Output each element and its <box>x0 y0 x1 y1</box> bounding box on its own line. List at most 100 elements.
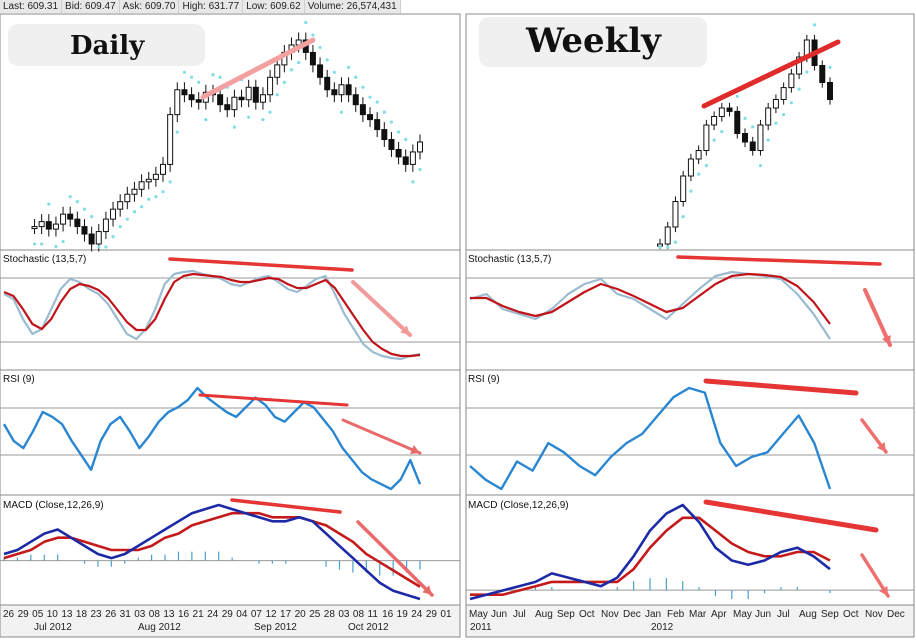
daily-sar-dot <box>161 190 165 194</box>
weekly-x-tick-label: Jul <box>513 609 526 620</box>
weekly-sar-dot <box>828 65 832 69</box>
weekly-x-tick-label: Jan <box>645 609 661 620</box>
daily-sar-dot <box>147 197 151 201</box>
daily-sar-dot <box>318 45 322 50</box>
weekly-candle-body <box>687 158 694 177</box>
weekly-sar-dot <box>797 87 801 91</box>
weekly-x-tick-label: Apr <box>711 609 727 620</box>
daily-sar-dot <box>197 80 201 84</box>
weekly-sar-dot <box>789 101 793 105</box>
daily-candle-body <box>160 163 167 175</box>
daily-candle-body <box>174 89 181 116</box>
daily-sar-dot <box>297 60 301 65</box>
daily-sar-dot <box>175 130 179 134</box>
daily-rsi-label: RSI (9) <box>3 374 35 385</box>
weekly-sar-dot <box>735 94 739 98</box>
weekly-candle-body <box>827 82 833 100</box>
weekly-stoch-down-arrow-head <box>882 335 891 345</box>
daily-macd-down-arrow-head <box>422 585 432 595</box>
daily-sar-dot <box>268 110 272 114</box>
daily-sar-dot <box>282 80 286 84</box>
daily-x-tick-label: 03 <box>134 609 146 620</box>
daily-sar-dot <box>68 195 72 199</box>
daily-x-tick-label: 10 <box>47 609 59 620</box>
daily-candle-body <box>402 156 409 165</box>
daily-x-tick-label: 17 <box>280 609 292 620</box>
daily-sar-dot <box>75 200 79 204</box>
daily-sar-dot <box>104 245 108 249</box>
daily-x-tick-label: 07 <box>251 609 263 620</box>
daily-sar-dot <box>325 58 329 62</box>
weekly-x-tick-label: Oct <box>579 609 595 620</box>
quote-low: Low: 609.62 <box>243 0 305 13</box>
daily-sar-dot <box>154 195 158 199</box>
daily-candle-body <box>74 218 81 228</box>
weekly-sar-dot <box>751 125 755 129</box>
weekly-candle-body <box>672 201 679 228</box>
daily-candle-body <box>359 104 366 116</box>
weekly-x-tick-label: Nov <box>601 609 619 620</box>
daily-stoch-down-arrow-head <box>400 325 410 335</box>
daily-candle-body <box>195 99 202 103</box>
daily-candle-body <box>67 213 74 220</box>
weekly-macd-label: MACD (Close,12,26,9) <box>468 500 569 511</box>
weekly-stoch-trendline <box>676 255 882 266</box>
daily-x-tick-label: 20 <box>295 609 307 620</box>
daily-candle-body <box>181 89 188 96</box>
weekly-candle-body <box>765 107 772 126</box>
daily-candle-body <box>395 148 402 158</box>
weekly-candle-body <box>726 107 733 112</box>
daily-candle-body <box>131 188 138 195</box>
daily-rsi-trendline <box>198 393 349 407</box>
daily-x-tick-label: 28 <box>324 609 336 620</box>
daily-sar-dot <box>261 118 265 122</box>
weekly-candle-body <box>788 73 795 89</box>
daily-sar-dot <box>396 130 401 134</box>
daily-candle-body <box>245 86 252 101</box>
daily-sar-dot <box>211 73 215 77</box>
weekly-sar-dot <box>673 240 678 244</box>
daily-title: Daily <box>70 31 145 61</box>
weekly-candle-body <box>780 87 787 100</box>
daily-sar-dot <box>347 65 351 69</box>
daily-sar-dot <box>411 180 415 184</box>
daily-candle-body <box>102 218 109 233</box>
daily-sar-dot <box>189 75 194 79</box>
quote-ask: Ask: 609.70 <box>119 0 180 13</box>
weekly-sar-dot <box>743 116 747 120</box>
daily-candle-body <box>138 181 145 190</box>
daily-candle-body <box>331 89 338 96</box>
weekly-sar-dot <box>689 189 693 193</box>
daily-rsi-down-arrow <box>341 418 422 455</box>
weekly-candle-body <box>718 107 725 117</box>
daily-sar-dot <box>32 242 37 246</box>
daily-sar-dot <box>47 202 51 206</box>
weekly-x-tick-label: Sep <box>557 609 575 620</box>
daily-candle-body <box>145 178 152 183</box>
weekly-candle-body <box>703 124 710 151</box>
daily-sar-dot <box>139 205 144 209</box>
daily-candle-body <box>188 94 195 101</box>
weekly-title-pill <box>479 17 707 67</box>
weekly-x-tick-label: May <box>733 609 752 620</box>
daily-sar-dot <box>218 75 222 79</box>
daily-sar-dot <box>382 110 386 114</box>
weekly-stoch-down-arrow <box>863 288 892 347</box>
daily-candle-body <box>309 51 316 66</box>
daily-x-tick-label: 29 <box>426 609 438 620</box>
daily-x-tick-label: 21 <box>193 609 205 620</box>
weekly-x-tick-label: Sep <box>821 609 839 620</box>
daily-candle-body <box>217 94 224 106</box>
quote-bid: Bid: 609.47 <box>62 0 120 13</box>
daily-candle-body <box>60 213 67 225</box>
weekly-axis-frame <box>465 604 915 638</box>
daily-sar-dot <box>311 33 315 37</box>
daily-candle-body <box>238 96 245 101</box>
daily-macd-down-arrow <box>356 520 434 597</box>
daily-candle-body <box>252 86 259 103</box>
weekly-sar-dot <box>712 138 716 142</box>
quote-last: Last: 609.31 <box>0 0 63 13</box>
weekly-candle-body <box>772 99 779 109</box>
weekly-sar-dot <box>812 23 817 27</box>
daily-sar-dot <box>125 217 129 221</box>
